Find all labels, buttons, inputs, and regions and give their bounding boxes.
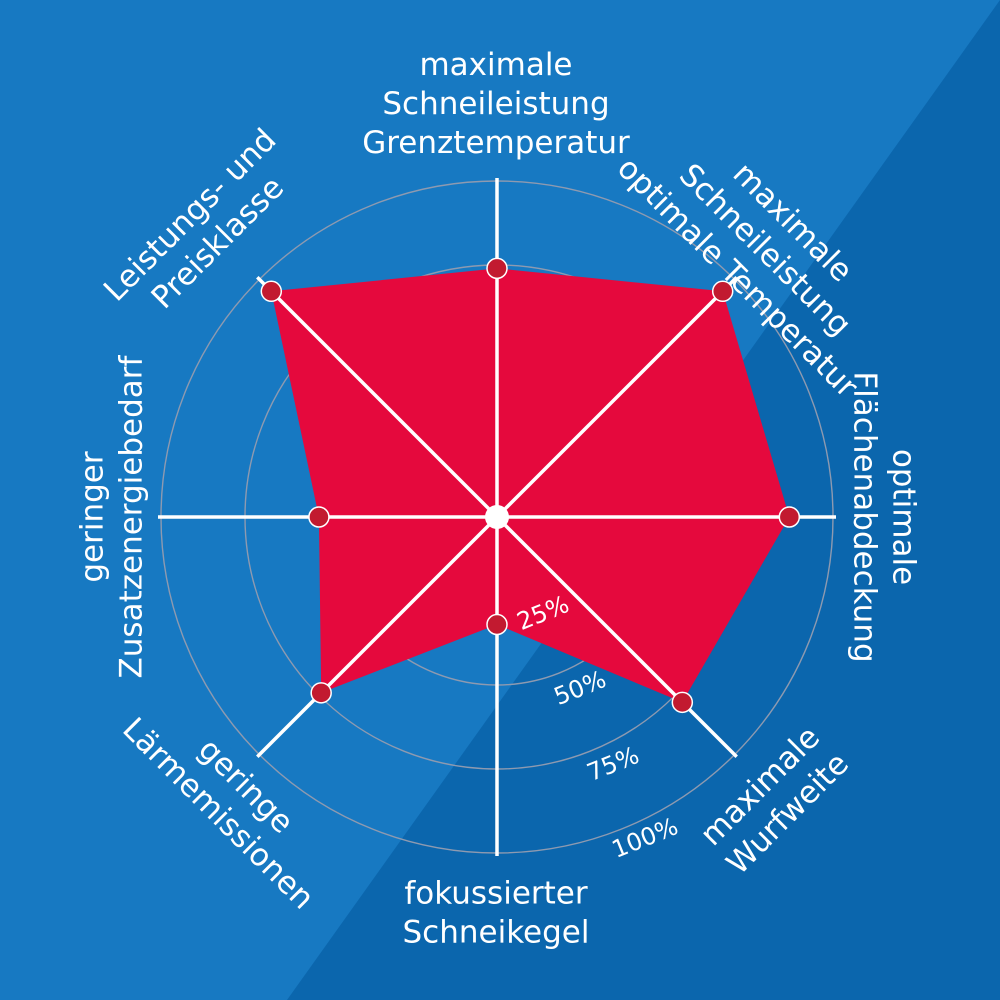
axis-label-3: optimaleFlächenabdeckung [847,371,922,662]
axis-label-line: Zusatzenergiebedarf [114,354,150,678]
data-point-4 [671,691,694,714]
axis-line-8 [256,276,499,519]
axis-label-line: geringer [75,451,111,583]
center-dot [485,505,509,529]
axis-label-5: fokussierter Schneikegel [403,876,590,951]
data-point-3 [778,506,801,528]
axis-label-7: geringerZusatzenergiebedarf [75,354,150,678]
axis-label-1: maximale Schneileistung Grenztemperatur [362,47,630,161]
axis-line-2 [495,276,738,519]
axis-label-line: Schneileistung [382,86,609,122]
data-point-2 [711,280,734,303]
axis-label-line: fokussierter [404,876,587,912]
data-point-8 [260,280,283,303]
axis-label-line: Schneikegel [403,915,590,951]
axis-label-line: optimale [886,449,922,585]
data-point-5 [486,613,508,636]
data-point-7 [308,506,330,528]
data-point-6 [310,682,332,704]
axis-lines [158,178,836,856]
axis-line-4 [495,515,738,758]
data-point-1 [486,257,508,280]
axis-label-line: Grenztemperatur [362,125,630,161]
axis-label-line: Flächenabdeckung [847,371,883,662]
axis-line-6 [256,515,499,758]
axis-label-line: maximale [419,47,572,83]
data-points [260,257,801,714]
